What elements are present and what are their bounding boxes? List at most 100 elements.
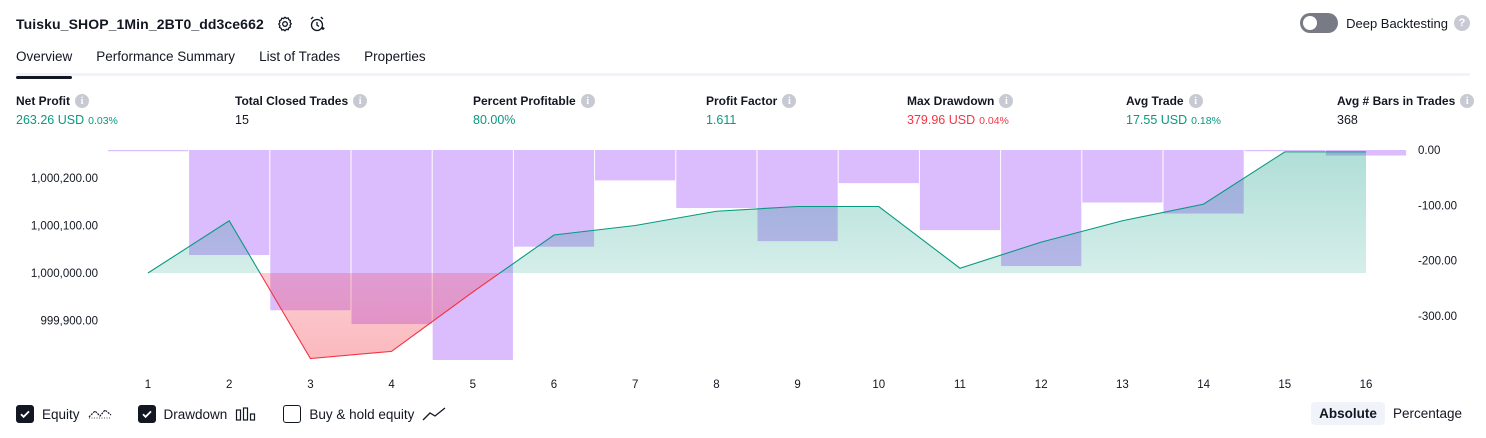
metric-value: 1.611 bbox=[706, 113, 737, 127]
drawdown-bar bbox=[1082, 150, 1163, 203]
x-axis-tick-label: 11 bbox=[954, 379, 966, 391]
x-axis-tick-label: 12 bbox=[1035, 379, 1048, 391]
metric-value: 368 bbox=[1337, 113, 1358, 127]
x-axis-tick-label: 4 bbox=[388, 379, 395, 391]
checkbox-drawdown[interactable] bbox=[137, 405, 156, 423]
metric-total-closed-trades: Total Closed Trades i 15 bbox=[235, 93, 368, 127]
x-axis-tick-label: 1 bbox=[145, 379, 151, 391]
info-icon[interactable]: i bbox=[1188, 94, 1203, 108]
info-icon[interactable]: i bbox=[75, 94, 89, 108]
right-axis-tick-label: -100.00 bbox=[1418, 200, 1457, 212]
metric-label: Percent Profitable bbox=[473, 94, 576, 108]
right-axis-tick-label: -200.00 bbox=[1418, 256, 1457, 268]
metric-label: Profit Factor bbox=[706, 94, 778, 108]
left-axis: 1,000,200.00 1,000,100.00 1,000,000.00 999,… bbox=[31, 173, 98, 328]
equity-line-icon bbox=[88, 406, 112, 422]
tab-list-of-trades[interactable]: List of Trades bbox=[259, 49, 341, 64]
x-axis-tick-label: 9 bbox=[794, 379, 800, 391]
left-axis-tick-label: 999,900.00 bbox=[40, 316, 98, 328]
tab-overview[interactable]: Overview bbox=[16, 48, 73, 79]
x-axis-tick-label: 2 bbox=[226, 379, 232, 391]
x-axis: 1 2 3 4 5 6 7 8 9 10 11 12 13 14 15 16 bbox=[145, 379, 1373, 391]
legend-drawdown[interactable]: Drawdown bbox=[137, 405, 258, 423]
legend-equity[interactable]: Equity bbox=[16, 405, 112, 423]
metric-avg-trade: Avg Trade i 17.55 USD 0.18% bbox=[1126, 93, 1221, 127]
mode-absolute-button[interactable]: Absolute bbox=[1311, 402, 1385, 425]
equity-line-down bbox=[148, 273, 501, 360]
drawdown-bar bbox=[432, 150, 513, 360]
value-mode-switch: Absolute Percentage bbox=[1311, 402, 1470, 425]
metric-percent: 0.04% bbox=[979, 115, 1009, 127]
deep-backtesting-toggle[interactable] bbox=[1300, 13, 1339, 33]
metric-value: 80.00% bbox=[473, 113, 516, 127]
checkbox-buy-hold[interactable] bbox=[283, 405, 302, 423]
metric-value: 379.96 USD bbox=[907, 113, 976, 127]
metric-percent-profitable: Percent Profitable i 80.00% bbox=[473, 93, 595, 127]
equity-area-negative bbox=[148, 273, 1366, 359]
equity-area-positive bbox=[148, 151, 1366, 273]
metric-label: Avg # Bars in Trades bbox=[1337, 94, 1456, 108]
left-axis-tick-label: 1,000,200.00 bbox=[31, 173, 98, 185]
metric-label: Avg Trade bbox=[1126, 94, 1184, 108]
metric-profit-factor: Profit Factor i 1.611 bbox=[706, 93, 797, 127]
left-axis-tick-label: 1,000,100.00 bbox=[31, 221, 98, 233]
metric-max-drawdown: Max Drawdown i 379.96 USD 0.04% bbox=[907, 93, 1014, 127]
deep-backtesting-label: Deep Backtesting bbox=[1346, 15, 1448, 31]
chart-footer: Equity Drawdown Buy & hold equity Absolu… bbox=[16, 402, 1470, 426]
legend-buy-hold-label: Buy & hold equity bbox=[309, 406, 415, 422]
drawdown-bar bbox=[595, 150, 676, 181]
x-axis-tick-label: 5 bbox=[470, 379, 476, 391]
help-icon[interactable]: ? bbox=[1454, 15, 1470, 31]
tab-performance-summary[interactable]: Performance Summary bbox=[96, 49, 236, 64]
drawdown-bar bbox=[513, 150, 595, 247]
legend-drawdown-label: Drawdown bbox=[163, 406, 228, 422]
legend-equity-label: Equity bbox=[42, 406, 80, 422]
deep-backtesting: Deep Backtesting ? bbox=[1300, 13, 1470, 33]
metric-avg-bars-in-trades: Avg # Bars in Trades i 368 bbox=[1337, 93, 1475, 127]
metric-value: 263.26 USD bbox=[16, 113, 85, 127]
info-icon[interactable]: i bbox=[580, 94, 595, 108]
mode-percentage-button[interactable]: Percentage bbox=[1392, 406, 1462, 421]
equity-areas bbox=[148, 151, 1366, 359]
metric-percent: 0.03% bbox=[88, 115, 118, 127]
metric-value: 17.55 USD bbox=[1126, 113, 1188, 127]
metrics-row: Net Profit i 263.26 USD 0.03% Total Closed… bbox=[0, 93, 1486, 133]
info-icon[interactable]: i bbox=[353, 94, 368, 108]
checkbox-equity[interactable] bbox=[16, 405, 34, 423]
metric-value: 15 bbox=[235, 113, 249, 127]
x-axis-tick-label: 15 bbox=[1278, 379, 1291, 391]
info-icon[interactable]: i bbox=[999, 94, 1014, 108]
buy-hold-line-icon bbox=[422, 406, 446, 422]
info-icon[interactable]: i bbox=[782, 94, 797, 108]
report-tabs: Overview Performance Summary List of Tra… bbox=[16, 48, 1470, 79]
drawdown-bar bbox=[919, 150, 1001, 231]
drawdown-bar bbox=[108, 150, 189, 152]
x-axis-tick-label: 8 bbox=[713, 379, 719, 391]
metric-percent: 0.18% bbox=[1191, 115, 1221, 127]
right-axis: 0.00 -100.00 -200.00 -300.00 bbox=[1418, 145, 1457, 323]
legend-buy-hold[interactable]: Buy & hold equity bbox=[283, 405, 446, 423]
metric-label: Net Profit bbox=[16, 94, 70, 108]
equity-line bbox=[147, 151, 1366, 360]
alarm-clock-icon[interactable] bbox=[306, 13, 328, 35]
x-axis-tick-label: 13 bbox=[1116, 379, 1129, 391]
left-axis-tick-label: 1,000,000.00 bbox=[31, 268, 98, 280]
metric-label: Max Drawdown bbox=[907, 94, 995, 108]
x-axis-tick-label: 3 bbox=[307, 379, 313, 391]
metric-label: Total Closed Trades bbox=[235, 94, 349, 108]
gear-icon[interactable] bbox=[274, 13, 296, 35]
drawdown-bar bbox=[838, 150, 919, 184]
tab-properties[interactable]: Properties bbox=[364, 49, 426, 64]
info-icon[interactable]: i bbox=[1460, 94, 1475, 108]
right-axis-tick-label: -300.00 bbox=[1418, 311, 1457, 323]
strategy-title: Tuisku_SHOP_1Min_2BT0_dd3ce662 bbox=[16, 16, 264, 32]
equity-drawdown-chart[interactable]: 1,000,200.00 1,000,100.00 1,000,000.00 999,… bbox=[0, 140, 1486, 395]
metric-net-profit: Net Profit i 263.26 USD 0.03% bbox=[16, 93, 118, 127]
toggle-knob bbox=[1303, 16, 1318, 30]
drawdown-bar bbox=[1244, 150, 1325, 152]
x-axis-tick-label: 16 bbox=[1360, 379, 1373, 391]
equity-line-up bbox=[147, 151, 1366, 273]
x-axis-tick-label: 10 bbox=[872, 379, 885, 391]
report-header: Tuisku_SHOP_1Min_2BT0_dd3ce662 bbox=[16, 11, 328, 37]
x-axis-tick-label: 14 bbox=[1197, 379, 1210, 391]
